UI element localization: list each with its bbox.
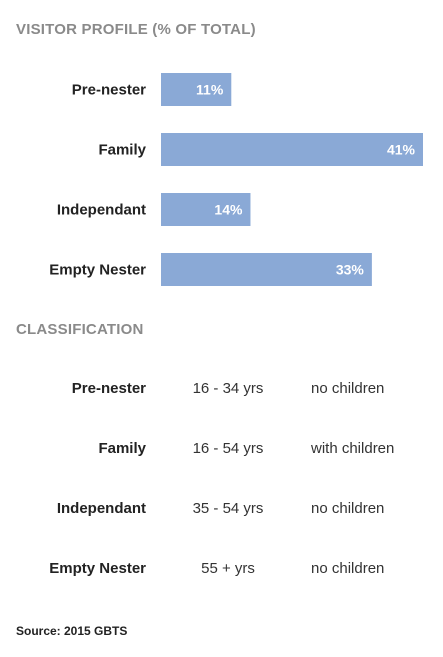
classification-row-independant: Independant 35 - 54 yrs no children bbox=[0, 480, 443, 540]
bar-empty-nester bbox=[161, 253, 372, 286]
classification-name: Family bbox=[98, 440, 146, 457]
classification-row-empty-nester: Empty Nester 55 + yrs no children bbox=[0, 540, 443, 600]
classification-age: 35 - 54 yrs bbox=[192, 500, 264, 517]
classification-children: no children bbox=[311, 380, 385, 397]
classification-age: 16 - 54 yrs bbox=[192, 440, 264, 457]
bar-pre-nester bbox=[161, 73, 232, 106]
classification-table: Pre-nester 16 - 34 yrs no children Famil… bbox=[0, 360, 443, 600]
value-label-independant: 14% bbox=[214, 202, 243, 218]
category-label-independant: Independant bbox=[57, 202, 146, 219]
classification-row-family: Family 16 - 54 yrs with children bbox=[0, 420, 443, 480]
classification-row-pre-nester: Pre-nester 16 - 34 yrs no children bbox=[0, 360, 443, 420]
bar-family bbox=[161, 133, 423, 166]
classification-children: no children bbox=[311, 500, 385, 517]
classification-children: no children bbox=[311, 560, 385, 577]
category-label-family: Family bbox=[98, 142, 146, 159]
classification-children: with children bbox=[311, 440, 395, 457]
chart-title: VISITOR PROFILE (% OF TOTAL) bbox=[16, 21, 256, 38]
value-label-family: 41% bbox=[387, 142, 416, 158]
category-label-pre-nester: Pre-nester bbox=[72, 82, 146, 99]
classification-age: 16 - 34 yrs bbox=[192, 380, 264, 397]
value-label-pre-nester: 11% bbox=[196, 82, 224, 98]
classification-title: CLASSIFICATION bbox=[16, 321, 144, 338]
classification-name: Pre-nester bbox=[71, 380, 146, 397]
value-label-empty-nester: 33% bbox=[336, 262, 365, 278]
classification-age: 55 + yrs bbox=[201, 560, 255, 577]
bar-independant bbox=[161, 193, 251, 226]
source-note: Source: 2015 GBTS bbox=[16, 624, 128, 638]
classification-name: Independant bbox=[56, 500, 146, 517]
classification-name: Empty Nester bbox=[49, 560, 146, 577]
category-label-empty-nester: Empty Nester bbox=[49, 262, 146, 279]
visitor-profile-bar-chart: Pre-nester 11% Family 41% Independant 14% Empt… bbox=[49, 73, 423, 286]
